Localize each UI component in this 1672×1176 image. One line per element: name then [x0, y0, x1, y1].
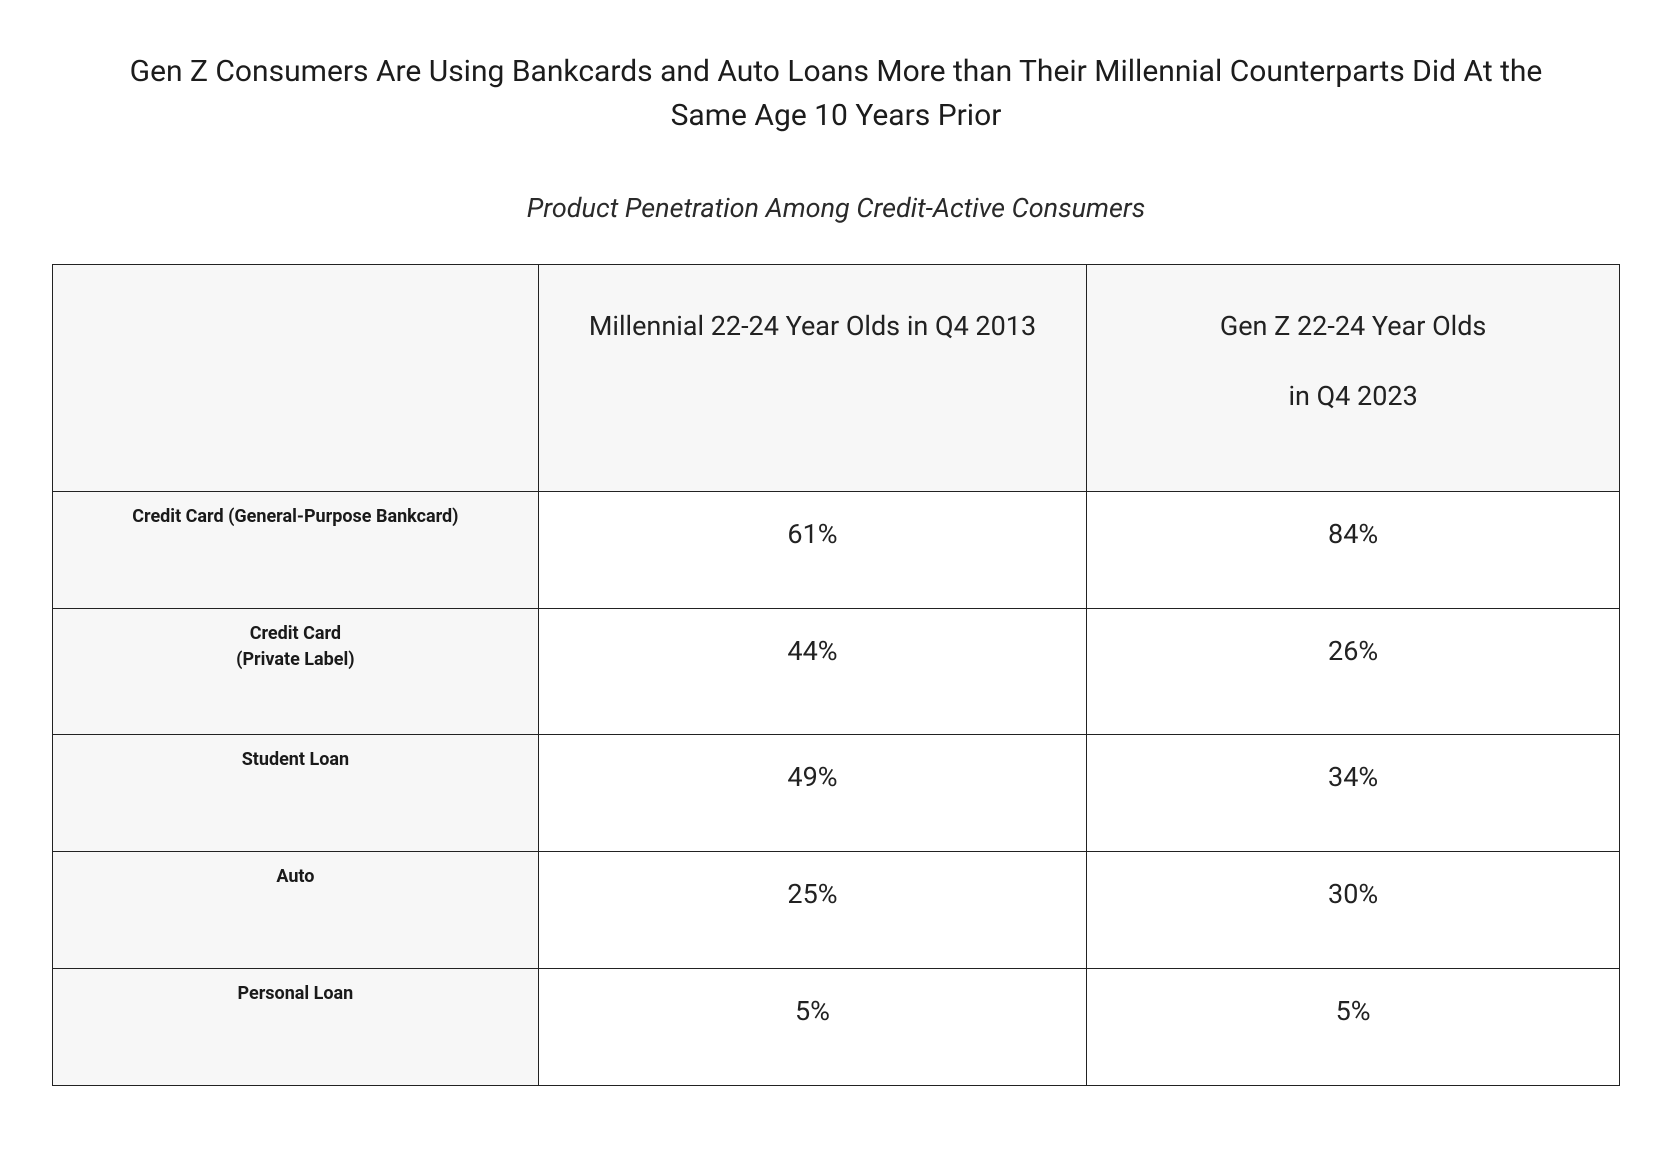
cell-genz: 34% [1087, 734, 1620, 851]
table-row: Personal Loan 5% 5% [53, 968, 1620, 1085]
cell-millennial: 44% [538, 609, 1086, 734]
table-header-genz: Gen Z 22-24 Year Oldsin Q4 2023 [1087, 265, 1620, 492]
page-container: Gen Z Consumers Are Using Bankcards and … [0, 0, 1672, 1176]
cell-genz: 84% [1087, 492, 1620, 609]
row-label: Student Loan [53, 734, 539, 851]
row-label: Credit Card (General-Purpose Bankcard) [53, 492, 539, 609]
cell-millennial: 49% [538, 734, 1086, 851]
cell-genz: 5% [1087, 968, 1620, 1085]
cell-millennial: 5% [538, 968, 1086, 1085]
row-label: Personal Loan [53, 968, 539, 1085]
table-row: Student Loan 49% 34% [53, 734, 1620, 851]
cell-genz: 26% [1087, 609, 1620, 734]
table-row: Credit Card(Private Label) 44% 26% [53, 609, 1620, 734]
cell-genz: 30% [1087, 851, 1620, 968]
page-title: Gen Z Consumers Are Using Bankcards and … [122, 50, 1550, 137]
row-label: Credit Card(Private Label) [53, 609, 539, 734]
table-header-blank [53, 265, 539, 492]
cell-millennial: 25% [538, 851, 1086, 968]
table-header-millennial: Millennial 22-24 Year Olds in Q4 2013 [538, 265, 1086, 492]
penetration-table: Millennial 22-24 Year Olds in Q4 2013 Ge… [52, 264, 1620, 1086]
cell-millennial: 61% [538, 492, 1086, 609]
table-row: Credit Card (General-Purpose Bankcard) 6… [53, 492, 1620, 609]
table-row: Auto 25% 30% [53, 851, 1620, 968]
page-subtitle: Product Penetration Among Credit-Active … [52, 192, 1620, 224]
row-label: Auto [53, 851, 539, 968]
table-header-row: Millennial 22-24 Year Olds in Q4 2013 Ge… [53, 265, 1620, 492]
